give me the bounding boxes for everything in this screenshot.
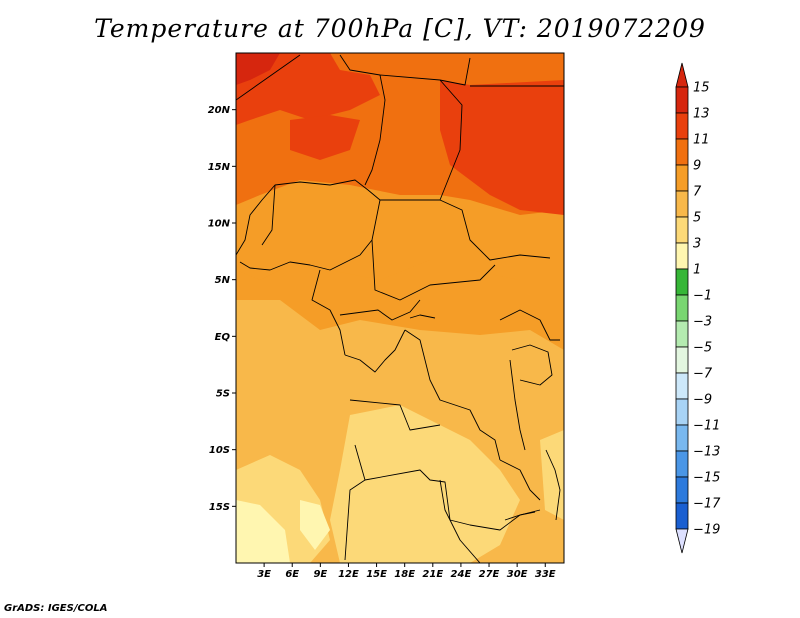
- colorbar-segment: [675, 86, 689, 114]
- lon-tick-label: 33E: [535, 569, 556, 580]
- colorbar-segment: [675, 112, 689, 140]
- colorbar-segment: [675, 190, 689, 218]
- colorbar-segment: [675, 216, 689, 244]
- lat-tick-label: 15N: [208, 162, 231, 173]
- colorbar-segment: [675, 268, 689, 296]
- colorbar-segment: [675, 346, 689, 374]
- colorbar-label: 7: [693, 185, 702, 200]
- colorbar-label: 9: [693, 159, 701, 174]
- colorbar-label: 5: [693, 211, 701, 226]
- lat-tick-label: 5N: [215, 275, 231, 286]
- colorbar-segment: [675, 372, 689, 400]
- lon-tick-label: 3E: [257, 569, 271, 580]
- colorbar-label: −11: [693, 419, 720, 434]
- colorbar-segment: [675, 450, 689, 478]
- colorbar-label: 11: [693, 133, 710, 148]
- lon-tick-label: 21E: [422, 569, 443, 580]
- colorbar-segment: [675, 424, 689, 452]
- lon-tick-label: 9E: [313, 569, 327, 580]
- lon-tick-label: 30E: [507, 569, 528, 580]
- lat-tick-label: 15S: [209, 502, 230, 513]
- colorbar-segment: [675, 502, 689, 530]
- lon-tick-label: 24E: [451, 569, 472, 580]
- longitude-axis: 3E 6E 9E 12E 15E 18E 21E 24E 27E 30E 33E: [257, 563, 556, 580]
- map-frame: [235, 52, 565, 564]
- colorbar: 15 13 11 9 7 5 3 1 −1 −3 −5 −7 −9 −11 −13 −15 −17 −19: [675, 62, 721, 554]
- colorbar-label: −7: [693, 367, 713, 382]
- colorbar-label: −15: [693, 471, 720, 486]
- map-title: Temperature at 700hPa [C], VT: 201907220…: [94, 14, 706, 43]
- latitude-axis: 20N 15N 10N 5N EQ 5S 10S 15S: [208, 105, 236, 513]
- lon-tick-label: 6E: [285, 569, 299, 580]
- colorbar-label: 1: [693, 263, 701, 278]
- temperature-field: [236, 53, 564, 563]
- colorbar-segment: [675, 476, 689, 504]
- colorbar-label: 15: [693, 81, 710, 96]
- lon-tick-label: 18E: [394, 569, 415, 580]
- colorbar-segment: [675, 164, 689, 192]
- colorbar-label: −5: [693, 341, 712, 356]
- lon-tick-label: 12E: [338, 569, 359, 580]
- colorbar-label: −13: [693, 445, 720, 460]
- colorbar-segment: [675, 320, 689, 348]
- colorbar-over-triangle: [675, 62, 689, 88]
- colorbar-segment: [675, 398, 689, 426]
- colorbar-label: −17: [693, 497, 721, 512]
- lat-tick-label: 20N: [208, 105, 231, 116]
- lon-tick-label: 15E: [366, 569, 387, 580]
- colorbar-label: −1: [693, 289, 712, 304]
- colorbar-label: −19: [693, 523, 720, 538]
- country-borders: [236, 54, 564, 563]
- lon-tick-label: 27E: [479, 569, 500, 580]
- colorbar-segment: [675, 242, 689, 270]
- colorbar-segment: [675, 294, 689, 322]
- colorbar-label: 3: [693, 237, 701, 252]
- colorbar-under-triangle: [675, 528, 689, 554]
- grads-credit: GrADS: IGES/COLA: [4, 603, 108, 614]
- lat-tick-label: 5S: [216, 389, 230, 400]
- colorbar-segment: [675, 138, 689, 166]
- colorbar-label: −3: [693, 315, 712, 330]
- colorbar-label: 13: [693, 107, 710, 122]
- lat-tick-label: 10N: [208, 219, 231, 230]
- lat-tick-label: EQ: [215, 332, 231, 343]
- lat-tick-label: 10S: [209, 445, 230, 456]
- colorbar-label: −9: [693, 393, 712, 408]
